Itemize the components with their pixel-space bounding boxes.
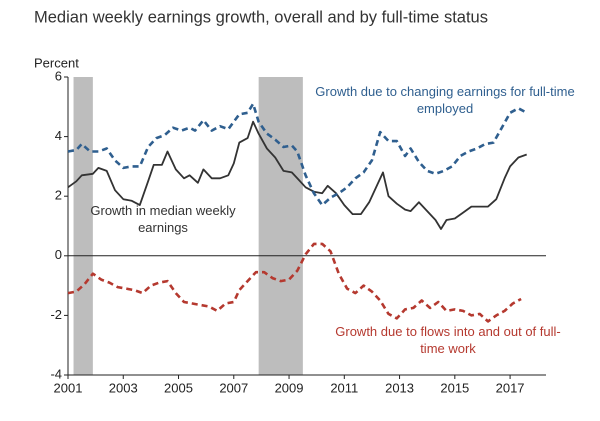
x-tick-label: 2009 bbox=[275, 380, 304, 395]
series-label-text: Growth due to flows into and out of full… bbox=[335, 324, 561, 356]
recession-shading bbox=[258, 77, 303, 375]
series-label: Growth due to flows into and out of full… bbox=[335, 324, 561, 356]
series-label: Growth in median weekly earnings bbox=[90, 203, 236, 235]
y-tick-label: 2 bbox=[55, 188, 62, 203]
series-label: Growth due to changing earnings for full… bbox=[315, 84, 575, 116]
x-tick-label: 2003 bbox=[109, 380, 138, 395]
y-tick-label: -2 bbox=[50, 307, 62, 322]
x-tick-label: 2007 bbox=[219, 380, 248, 395]
y-tick-label: 4 bbox=[55, 128, 62, 143]
x-tick-label: 2005 bbox=[164, 380, 193, 395]
y-tick-label: 0 bbox=[55, 247, 62, 262]
y-tick-label: 6 bbox=[55, 68, 62, 83]
series-line bbox=[67, 120, 528, 230]
series-label-text: Growth in median weekly earnings bbox=[90, 203, 236, 235]
x-tick-label: 2001 bbox=[54, 380, 83, 395]
series-line bbox=[67, 242, 522, 323]
x-tick-label: 2011 bbox=[330, 380, 358, 395]
x-tick-label: 2015 bbox=[440, 380, 469, 395]
recession-shading bbox=[73, 77, 93, 375]
x-tick-label: 2013 bbox=[385, 380, 414, 395]
x-tick-label: 2017 bbox=[496, 380, 525, 395]
chart-title: Median weekly earnings growth, overall a… bbox=[34, 8, 488, 26]
y-axis-label: Percent bbox=[34, 55, 79, 70]
series-label-text: Growth due to changing earnings for full… bbox=[315, 84, 575, 116]
series-line bbox=[67, 102, 528, 207]
y-tick-label: -4 bbox=[50, 366, 62, 381]
